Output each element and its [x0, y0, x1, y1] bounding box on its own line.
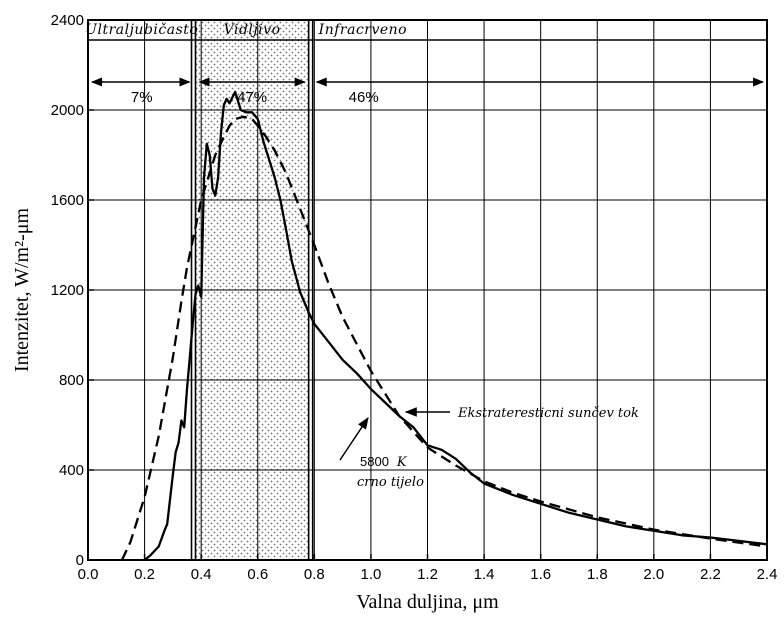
- x-tick-label: 0.8: [304, 566, 325, 583]
- y-tick-label: 400: [59, 462, 84, 479]
- y-tick-label: 0: [76, 552, 84, 569]
- region-borders: [190, 20, 314, 560]
- region-percent: 47%: [237, 89, 267, 106]
- x-tick-label: 2.4: [757, 566, 778, 583]
- region-percent: 7%: [131, 89, 153, 106]
- y-axis-title: Intenzitet, W/m²-μm: [11, 208, 33, 373]
- solar-annotation-label: Ekstrateresticni sunčev tok: [457, 406, 639, 421]
- y-tick-label: 2400: [51, 12, 84, 29]
- blackbody-annotation-arrow: [339, 417, 369, 461]
- blackbody-annotation-label: crno tijelo: [357, 475, 424, 490]
- x-tick-label: 1.6: [530, 566, 551, 583]
- x-tick-label: 1.4: [474, 566, 495, 583]
- x-tick-label: 0.2: [134, 566, 155, 583]
- x-tick-label: 1.2: [417, 566, 438, 583]
- region-percent: 46%: [349, 89, 379, 106]
- series-layer: [120, 90, 768, 561]
- blackbody-temp-unit: K: [396, 455, 408, 470]
- grid-lines: [88, 20, 767, 560]
- blackbody-temp-value: 5800: [360, 454, 389, 469]
- solar-flux-curve: [143, 90, 768, 561]
- x-axis-title: Valna duljina, μm: [356, 591, 499, 613]
- blackbody-curve: [120, 115, 768, 561]
- y-tick-label: 800: [59, 372, 84, 389]
- region-labels: Ultraljubičasto 7% Vidljivo 47% Infracrveno 4…: [85, 22, 767, 106]
- region-name: Infracrveno: [318, 22, 407, 38]
- y-tick-label: 1200: [51, 282, 84, 299]
- x-tick-label: 0.6: [247, 566, 268, 583]
- axis-ticks: 0.0 0.2 0.4 0.6 0.8 1.0 1.2 1.4 1.6 1.8 2.0 2.2 2.4 0…: [51, 12, 778, 583]
- solar-annotation: Ekstrateresticni sunčev tok: [404, 406, 639, 421]
- region-name: Ultraljubičasto: [85, 22, 198, 38]
- region-name: Vidljivo: [224, 22, 281, 38]
- x-tick-label: 1.0: [360, 566, 381, 583]
- x-tick-label: 0.4: [191, 566, 212, 583]
- y-tick-label: 2000: [51, 102, 84, 119]
- x-tick-label: 0.0: [78, 566, 99, 583]
- x-tick-label: 2.0: [643, 566, 664, 583]
- x-tick-label: 2.2: [700, 566, 721, 583]
- y-tick-label: 1600: [51, 192, 84, 209]
- x-tick-label: 1.8: [587, 566, 608, 583]
- blackbody-annotation-temp: 5800 K: [360, 453, 408, 470]
- blackbody-annotation: 5800 K crno tijelo: [339, 417, 424, 490]
